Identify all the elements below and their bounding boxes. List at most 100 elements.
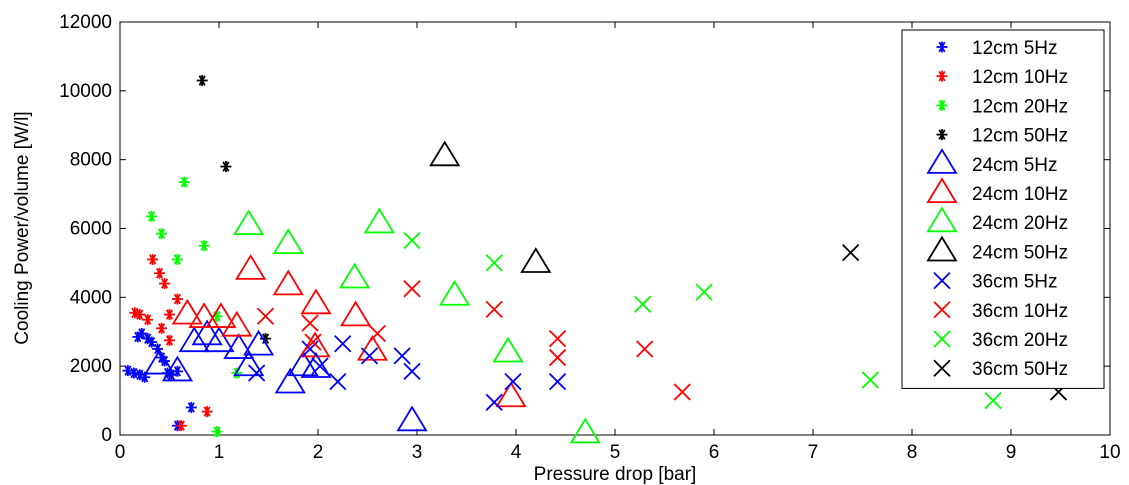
triangle-point: [203, 326, 235, 353]
x-point: [548, 329, 567, 348]
triangle-point: [363, 207, 395, 234]
y-tick-label: 6000: [70, 219, 112, 240]
x-point: [403, 280, 421, 298]
x-point: [393, 347, 411, 365]
legend-label: 24cm 50Hz: [972, 242, 1068, 263]
legend-triangle-marker: [926, 148, 958, 174]
triangle-point: [439, 279, 471, 306]
asterisk-point: [175, 420, 187, 432]
triangle-point: [492, 336, 524, 363]
asterisk-point: [146, 336, 158, 348]
triangle-point: [429, 140, 461, 167]
asterisk-point: [201, 406, 213, 418]
triangle-point: [300, 352, 332, 378]
x-tick-label: 1: [214, 442, 225, 463]
x-point: [548, 373, 567, 391]
y-tick-label: 4000: [70, 287, 112, 308]
x-point: [695, 283, 713, 301]
legend-triangle-marker: [926, 235, 958, 262]
x-tick-label: 5: [610, 442, 621, 463]
x-point: [861, 371, 880, 389]
legend-triangle-marker: [926, 177, 958, 204]
asterisk-point: [159, 278, 171, 290]
x-point: [636, 340, 654, 358]
asterisk-point: [164, 334, 175, 346]
asterisk-point: [152, 343, 164, 355]
x-tick-label: 0: [115, 442, 126, 463]
triangle-point: [396, 405, 428, 432]
x-point: [360, 347, 379, 365]
triangle-point: [171, 298, 203, 325]
triangle-point: [223, 333, 255, 359]
asterisk-point: [134, 309, 146, 321]
legend-x-marker: [933, 330, 951, 348]
triangle-point: [274, 367, 306, 394]
triangle-point: [233, 209, 265, 236]
legend-label: 36cm 20Hz: [972, 330, 1068, 351]
triangle-point: [300, 288, 332, 315]
triangle-point: [299, 331, 331, 358]
legend-x-marker: [933, 359, 951, 377]
triangle-point: [235, 254, 267, 280]
x-point: [301, 314, 319, 332]
asterisk-point: [171, 253, 183, 265]
x-axis-title: Pressure drop [bar]: [534, 464, 697, 485]
legend-label: 36cm 5Hz: [972, 272, 1058, 293]
x-tick-label: 3: [412, 442, 423, 463]
asterisk-point: [136, 327, 148, 339]
triangle-point: [178, 326, 210, 353]
asterisk-point: [128, 367, 140, 379]
x-point: [247, 364, 266, 382]
asterisk-point: [164, 309, 175, 321]
asterisk-point: [185, 401, 197, 413]
triangle-point: [569, 417, 601, 444]
legend-label: 12cm 20Hz: [972, 96, 1068, 117]
legend-label: 36cm 50Hz: [972, 359, 1068, 380]
x-point: [403, 362, 421, 380]
x-tick-label: 10: [1099, 442, 1120, 463]
legend-label: 24cm 5Hz: [972, 155, 1058, 176]
legend-asterisk-marker: [936, 41, 948, 53]
x-point: [984, 391, 1002, 410]
y-tick-label: 2000: [70, 356, 112, 377]
x-point: [673, 383, 691, 401]
legend-x-marker: [933, 301, 951, 319]
y-tick-label: 0: [101, 425, 112, 446]
legend-asterisk-marker: [936, 70, 948, 82]
asterisk-point: [156, 322, 168, 334]
asterisk-point: [198, 240, 210, 252]
x-tick-label: 8: [907, 442, 918, 463]
asterisk-point: [154, 267, 166, 279]
x-point: [311, 357, 329, 375]
triangle-point: [243, 329, 275, 356]
asterisk-point: [171, 365, 183, 377]
triangle-point: [272, 228, 304, 254]
legend-label: 36cm 10Hz: [972, 301, 1068, 322]
triangle-point: [233, 350, 265, 377]
x-tick-label: 2: [313, 442, 324, 463]
triangle-point: [205, 302, 237, 328]
x-tick-label: 9: [1006, 442, 1017, 463]
y-axis-title: Cooling Power/volume [W/l]: [12, 111, 33, 344]
y-tick-label: 12000: [59, 12, 112, 33]
x-point: [329, 373, 347, 391]
asterisk-point: [156, 228, 168, 240]
legend-asterisk-marker: [936, 129, 948, 141]
y-tick-label: 10000: [59, 81, 112, 102]
triangle-point: [188, 302, 220, 328]
x-point: [548, 348, 567, 367]
triangle-point: [272, 269, 304, 296]
asterisk-point: [211, 426, 223, 438]
x-point: [485, 254, 503, 272]
triangle-point: [221, 310, 253, 337]
x-tick-label: 4: [511, 442, 522, 463]
x-point: [403, 231, 421, 250]
asterisk-point: [171, 293, 183, 305]
asterisk-point: [220, 161, 232, 173]
legend-label: 12cm 10Hz: [972, 67, 1068, 88]
legend-label: 12cm 5Hz: [972, 38, 1058, 59]
x-point: [304, 333, 322, 351]
x-point: [256, 307, 275, 325]
legend-asterisk-marker: [936, 99, 948, 111]
